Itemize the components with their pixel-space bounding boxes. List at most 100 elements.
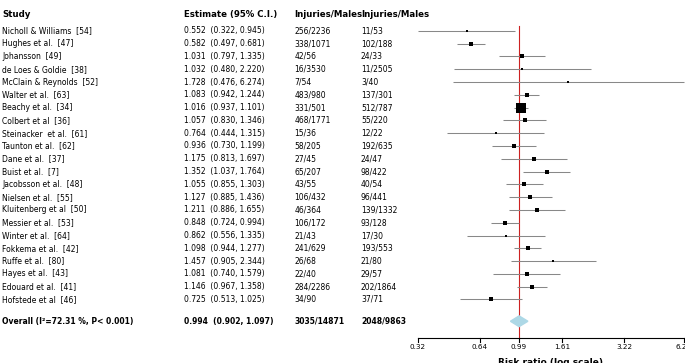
Text: 24/33: 24/33 (361, 52, 383, 61)
Text: 102/188: 102/188 (361, 39, 393, 48)
Text: 65/207: 65/207 (295, 167, 321, 176)
Text: Injuries/Males: Injuries/Males (295, 10, 362, 19)
Text: 0.936  (0.730, 1.199): 0.936 (0.730, 1.199) (184, 142, 264, 151)
Text: 3/40: 3/40 (361, 78, 378, 86)
Text: 1.081  (0.740, 1.579): 1.081 (0.740, 1.579) (184, 269, 264, 278)
Text: 96/441: 96/441 (361, 193, 388, 201)
Text: 17/30: 17/30 (361, 231, 383, 240)
Text: 1.127  (0.885, 1.436): 1.127 (0.885, 1.436) (184, 193, 264, 201)
Text: Steinacker  et al.  [61]: Steinacker et al. [61] (2, 129, 87, 138)
Text: 3.22: 3.22 (616, 344, 632, 350)
Text: Walter et al.  [63]: Walter et al. [63] (2, 90, 69, 99)
Text: 34/90: 34/90 (295, 295, 316, 304)
Text: 27/45: 27/45 (295, 154, 316, 163)
Text: Injuries/Males: Injuries/Males (361, 10, 429, 19)
Text: 202/1864: 202/1864 (361, 282, 397, 291)
Text: 43/55: 43/55 (295, 180, 316, 189)
Text: Hughes et al.  [47]: Hughes et al. [47] (2, 39, 73, 48)
Text: 12/22: 12/22 (361, 129, 383, 138)
Text: Hayes et al.  [43]: Hayes et al. [43] (2, 269, 68, 278)
Text: Buist et al.  [7]: Buist et al. [7] (2, 167, 59, 176)
Text: 512/787: 512/787 (361, 103, 393, 112)
Text: 1.055  (0.855, 1.303): 1.055 (0.855, 1.303) (184, 180, 264, 189)
Text: Estimate (95% C.I.): Estimate (95% C.I.) (184, 10, 277, 19)
Text: 24/47: 24/47 (361, 154, 383, 163)
Text: 21/43: 21/43 (295, 231, 316, 240)
Text: Kluitenberg et al  [50]: Kluitenberg et al [50] (2, 205, 86, 215)
Text: 0.582  (0.497, 0.681): 0.582 (0.497, 0.681) (184, 39, 264, 48)
Text: 29/57: 29/57 (361, 269, 383, 278)
Text: 483/980: 483/980 (295, 90, 326, 99)
Text: 241/629: 241/629 (295, 244, 326, 253)
Text: 1.098  (0.944, 1.277): 1.098 (0.944, 1.277) (184, 244, 264, 253)
Text: 0.552  (0.322, 0.945): 0.552 (0.322, 0.945) (184, 26, 264, 35)
Text: 1.211  (0.886, 1.655): 1.211 (0.886, 1.655) (184, 205, 264, 215)
Text: 0.764  (0.444, 1.315): 0.764 (0.444, 1.315) (184, 129, 264, 138)
Text: Dane et al.  [37]: Dane et al. [37] (2, 154, 64, 163)
Text: 46/364: 46/364 (295, 205, 321, 215)
Text: 26/68: 26/68 (295, 257, 316, 266)
Text: McClain & Reynolds  [52]: McClain & Reynolds [52] (2, 78, 98, 86)
Text: Beachy et al.  [34]: Beachy et al. [34] (2, 103, 73, 112)
Text: 106/432: 106/432 (295, 193, 326, 201)
Text: Ruffe et al.  [80]: Ruffe et al. [80] (2, 257, 64, 266)
Text: 0.32: 0.32 (410, 344, 426, 350)
Text: 137/301: 137/301 (361, 90, 393, 99)
Text: Fokkema et al.  [42]: Fokkema et al. [42] (2, 244, 79, 253)
Text: 1.352  (1.037, 1.764): 1.352 (1.037, 1.764) (184, 167, 264, 176)
Text: 37/71: 37/71 (361, 295, 383, 304)
Text: 98/422: 98/422 (361, 167, 388, 176)
Text: 6.27: 6.27 (675, 344, 685, 350)
Text: 1.057  (0.830, 1.346): 1.057 (0.830, 1.346) (184, 116, 264, 125)
Text: Risk ratio (log scale): Risk ratio (log scale) (498, 358, 603, 363)
Text: 58/205: 58/205 (295, 142, 321, 151)
Text: 0.99: 0.99 (511, 344, 527, 350)
Text: 338/1071: 338/1071 (295, 39, 331, 48)
Text: Nielsen et al.  [55]: Nielsen et al. [55] (2, 193, 73, 201)
Text: Messier et al.  [53]: Messier et al. [53] (2, 218, 74, 227)
Text: 1.175  (0.813, 1.697): 1.175 (0.813, 1.697) (184, 154, 264, 163)
Text: 16/3530: 16/3530 (295, 65, 326, 74)
Text: 1.031  (0.797, 1.335): 1.031 (0.797, 1.335) (184, 52, 264, 61)
Text: 1.457  (0.905, 2.344): 1.457 (0.905, 2.344) (184, 257, 264, 266)
Text: 284/2286: 284/2286 (295, 282, 331, 291)
Text: 193/553: 193/553 (361, 244, 393, 253)
Text: 0.725  (0.513, 1.025): 0.725 (0.513, 1.025) (184, 295, 264, 304)
Text: 42/56: 42/56 (295, 52, 316, 61)
Text: Taunton et al.  [62]: Taunton et al. [62] (2, 142, 75, 151)
Text: Hofstede et al  [46]: Hofstede et al [46] (2, 295, 77, 304)
Text: Jacobsson et al.  [48]: Jacobsson et al. [48] (2, 180, 82, 189)
Text: Nicholl & Williams  [54]: Nicholl & Williams [54] (2, 26, 92, 35)
Text: 468/1771: 468/1771 (295, 116, 331, 125)
Text: 0.994  (0.902, 1.097): 0.994 (0.902, 1.097) (184, 317, 273, 326)
Text: 1.146  (0.967, 1.358): 1.146 (0.967, 1.358) (184, 282, 264, 291)
Text: 11/53: 11/53 (361, 26, 383, 35)
Text: Winter et al.  [64]: Winter et al. [64] (2, 231, 70, 240)
Text: 40/54: 40/54 (361, 180, 383, 189)
Text: 2048/9863: 2048/9863 (361, 317, 406, 326)
Text: 192/635: 192/635 (361, 142, 393, 151)
Text: 93/128: 93/128 (361, 218, 388, 227)
Text: Study: Study (2, 10, 30, 19)
Text: 7/54: 7/54 (295, 78, 312, 86)
Text: 1.083  (0.942, 1.244): 1.083 (0.942, 1.244) (184, 90, 264, 99)
Text: Colbert et al  [36]: Colbert et al [36] (2, 116, 70, 125)
Text: 1.032  (0.480, 2.220): 1.032 (0.480, 2.220) (184, 65, 264, 74)
Text: de Loes & Goldie  [38]: de Loes & Goldie [38] (2, 65, 87, 74)
Polygon shape (510, 316, 528, 327)
Text: 0.64: 0.64 (472, 344, 488, 350)
Text: 21/80: 21/80 (361, 257, 383, 266)
Text: 55/220: 55/220 (361, 116, 388, 125)
Text: 0.862  (0.556, 1.335): 0.862 (0.556, 1.335) (184, 231, 264, 240)
Text: Edouard et al.  [41]: Edouard et al. [41] (2, 282, 76, 291)
Text: 1.016  (0.937, 1.101): 1.016 (0.937, 1.101) (184, 103, 264, 112)
Text: 106/172: 106/172 (295, 218, 326, 227)
Text: 11/2505: 11/2505 (361, 65, 393, 74)
Text: Overall (I²=72.31 %, P< 0.001): Overall (I²=72.31 %, P< 0.001) (2, 317, 134, 326)
Text: 139/1332: 139/1332 (361, 205, 397, 215)
Text: Johansson  [49]: Johansson [49] (2, 52, 62, 61)
Text: 0.848  (0.724, 0.994): 0.848 (0.724, 0.994) (184, 218, 264, 227)
Text: 1.61: 1.61 (554, 344, 570, 350)
Text: 256/2236: 256/2236 (295, 26, 331, 35)
Text: 3035/14871: 3035/14871 (295, 317, 345, 326)
